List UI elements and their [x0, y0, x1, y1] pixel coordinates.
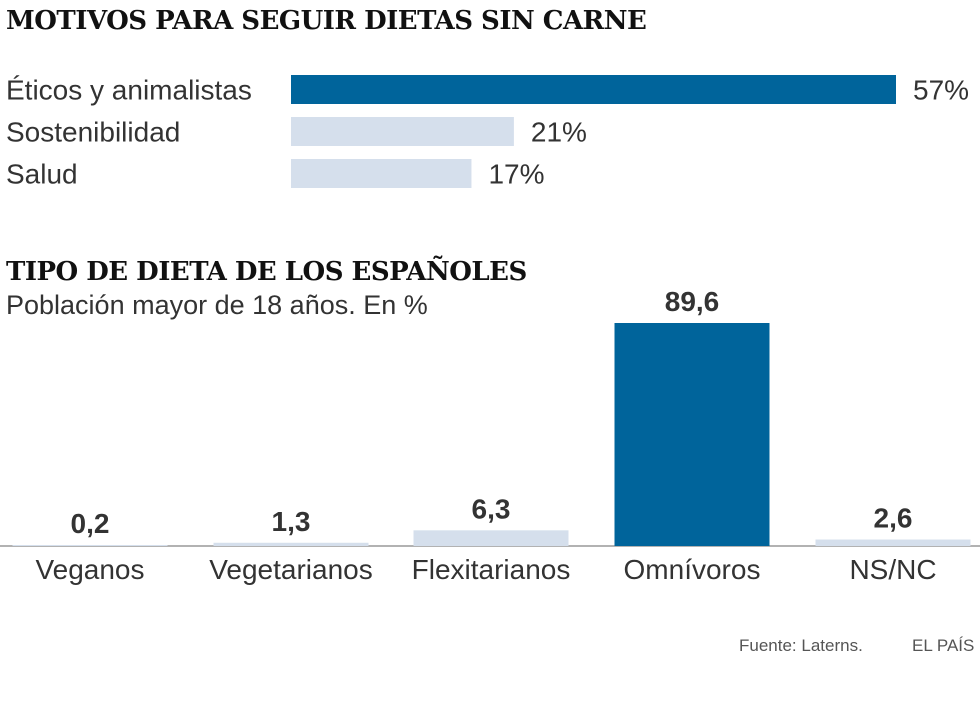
value-label-sostenibilidad: 21% [531, 117, 587, 148]
category-label-eticos-y-animalistas: Éticos y animalistas [6, 75, 252, 106]
category-label-sostenibilidad: Sostenibilidad [6, 117, 180, 148]
chart-title-motives: MOTIVOS PARA SEGUIR DIETAS SIN CARNE [6, 6, 647, 36]
value-label-veganos: 0,2 [71, 508, 110, 539]
source-note: Fuente: Laterns. [739, 636, 863, 655]
bar-omn-voros [614, 323, 770, 546]
value-label-ns-nc: 2,6 [874, 503, 913, 534]
motives-bar-chart: Éticos y animalistas 57% Sostenibilidad 21%… [6, 75, 969, 190]
bar-sostenibilidad [291, 117, 514, 146]
bar-salud [291, 159, 472, 188]
category-label-salud: Salud [6, 159, 78, 190]
bar-ns-nc [815, 539, 971, 546]
tick-label-ns-nc: NS/NC [849, 554, 936, 585]
value-label-vegetarianos: 1,3 [272, 506, 311, 537]
tick-label-omn-voros: Omnívoros [624, 554, 761, 585]
bar-vegetarianos [213, 542, 369, 546]
bar-flexitarianos [413, 530, 569, 546]
tick-label-vegetarianos: Vegetarianos [209, 554, 372, 585]
bar-eticos-y-animalistas [291, 75, 896, 104]
chart-subtitle-diet: Población mayor de 18 años. En % [6, 290, 428, 320]
chart-title-diet: TIPO DE DIETA DE LOS ESPAÑOLES [6, 257, 527, 287]
tick-label-veganos: Veganos [36, 554, 145, 585]
value-label-salud: 17% [488, 159, 544, 190]
value-label-eticos-y-animalistas: 57% [913, 75, 969, 106]
bar-veganos [12, 545, 168, 546]
value-label-omn-voros: 89,6 [665, 286, 720, 317]
value-label-flexitarianos: 6,3 [472, 493, 511, 524]
diet-bar-chart: 0,2 Veganos 1,3 Vegetarianos 6,3 Flexitariano… [0, 286, 980, 585]
tick-label-flexitarianos: Flexitarianos [412, 554, 571, 585]
publisher-logo: EL PAÍS [912, 636, 975, 655]
